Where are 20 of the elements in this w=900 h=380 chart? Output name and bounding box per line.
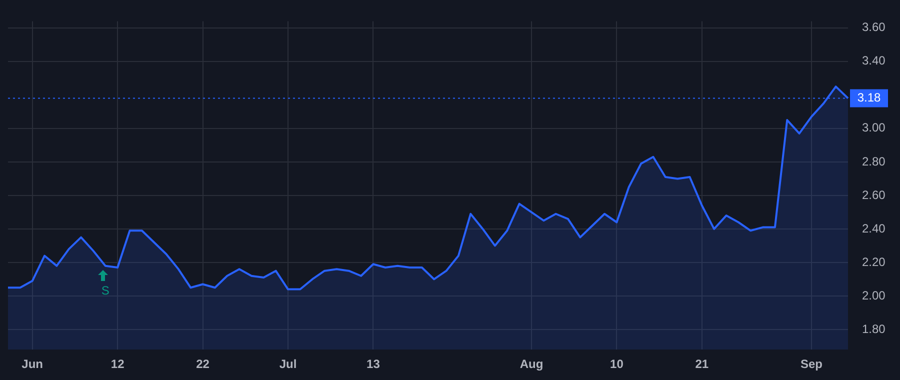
x-tick-label: Jul [279,357,297,372]
x-tick-label: 13 [366,357,380,372]
ref-line-label: 3.18 [857,90,881,105]
y-tick-label: 2.20 [862,254,886,269]
x-tick-label: 12 [110,357,125,372]
y-tick-label: 1.80 [862,322,886,336]
y-tick-label: 2.80 [862,154,886,168]
y-tick-label: 3.00 [862,120,886,135]
x-tick-label: 22 [196,357,210,372]
y-tick-label: 2.60 [862,188,886,202]
y-tick-label: 3.40 [862,54,886,68]
x-tick-label: Sep [800,357,822,372]
annotation: S [101,283,110,298]
y-tick-label: 3.60 [862,20,886,34]
x-tick-label: Jun [22,357,44,372]
y-tick-label: 2.00 [862,288,886,302]
x-tick-label: Aug [520,357,544,372]
x-tick-label: 10 [610,357,624,372]
x-tick-label: 21 [695,357,709,372]
y-tick-label: 2.40 [862,221,886,236]
